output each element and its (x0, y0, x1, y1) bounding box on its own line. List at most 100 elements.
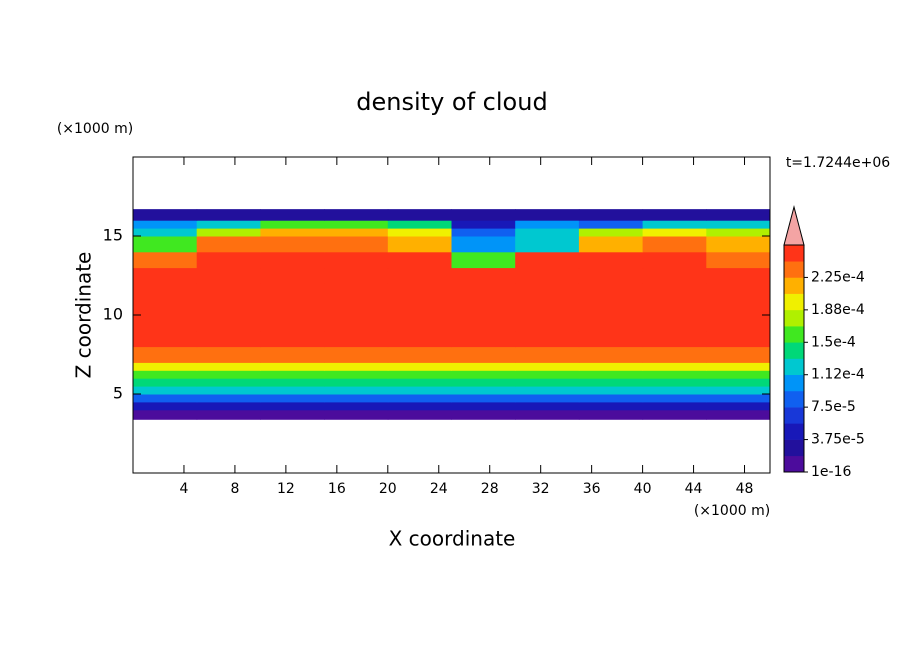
x-axis-label: X coordinate (389, 527, 516, 551)
field-cell (706, 283, 771, 332)
field-cell (642, 394, 707, 403)
y-tick-label: 15 (103, 226, 123, 245)
field-cell (260, 209, 325, 221)
field-cell (515, 330, 580, 348)
field-cell (642, 386, 707, 395)
field-cell (196, 409, 261, 420)
colorbar-band (784, 309, 804, 327)
field-cell (642, 378, 707, 387)
colorbar-tick-label: 7.5e-5 (811, 399, 856, 415)
field-cell (706, 251, 771, 269)
field-cell (324, 346, 389, 363)
field-cell (451, 267, 516, 284)
field-cell (260, 386, 325, 395)
field-cell (706, 394, 771, 403)
field-cell (260, 236, 325, 253)
field-cell (642, 409, 707, 420)
field-cell (451, 251, 516, 269)
field-cell (387, 346, 452, 363)
colorbar-band (784, 261, 804, 278)
y-tick-label: 5 (113, 384, 123, 403)
field-cell (133, 386, 198, 395)
field-cell (515, 236, 580, 253)
colorbar-frame (783, 244, 805, 473)
x-tick-label: 20 (379, 481, 397, 497)
field-cell (515, 251, 580, 269)
field-cell (196, 236, 261, 253)
field-cell (196, 220, 261, 229)
field-cell (706, 220, 771, 229)
field-cell (260, 220, 325, 229)
field-cell (196, 394, 261, 403)
field-cell (706, 370, 771, 379)
field-cell (133, 236, 198, 253)
field-cell (578, 394, 644, 403)
x-tick-label: 8 (230, 481, 239, 497)
x-tick-label: 4 (179, 481, 188, 497)
colorbar-tick-label: 1.12e-4 (811, 367, 865, 383)
colorbar-extend (783, 205, 805, 246)
field-cell (324, 236, 389, 253)
field-cell (706, 267, 771, 284)
colorbar-band (784, 245, 804, 262)
field-cell (642, 267, 707, 284)
field-cell (642, 220, 707, 229)
field-cell (387, 228, 452, 237)
field-cell (451, 330, 516, 348)
colorbar-tick-label: 1.5e-4 (811, 334, 856, 350)
field-cell (196, 228, 261, 237)
field-cell (260, 330, 325, 348)
field-cell (578, 283, 644, 332)
field-cell (642, 228, 707, 237)
field-cell (578, 330, 644, 348)
field-cell (642, 346, 707, 363)
field-cell (133, 220, 198, 229)
field-cell (642, 362, 707, 371)
field-cell (133, 330, 198, 348)
field-cell (515, 394, 580, 403)
field-cell (706, 378, 771, 387)
field-cell (196, 330, 261, 348)
field-cell (324, 409, 389, 420)
field-cell (324, 401, 389, 411)
field-cell (133, 209, 198, 221)
field-cell (387, 251, 452, 269)
x-tick-label: 32 (532, 481, 550, 497)
colorbar-band (784, 358, 804, 376)
field-cell (387, 267, 452, 284)
field-cell (387, 401, 452, 411)
field-cell (133, 283, 198, 332)
field-cell (515, 378, 580, 387)
field-cell (642, 209, 707, 221)
x-tick-label: 16 (328, 481, 346, 497)
field-cell (260, 251, 325, 269)
field-cell (196, 386, 261, 395)
field-cell (260, 370, 325, 379)
colorbar-band (784, 277, 804, 294)
colorbar-tick-label: 1.88e-4 (811, 302, 865, 318)
chart-title: density of cloud (356, 88, 547, 116)
field-cell (196, 378, 261, 387)
field-cell (451, 209, 516, 221)
field-cell (324, 378, 389, 387)
field-cell (706, 409, 771, 420)
field-cell (578, 370, 644, 379)
field-cell (133, 401, 198, 411)
y-unit: (×1000 m) (57, 121, 133, 137)
field-cell (324, 394, 389, 403)
field-cell (642, 236, 707, 253)
field-cell (451, 401, 516, 411)
field-cell (133, 251, 198, 269)
field-cell (387, 378, 452, 387)
x-tick-label: 36 (583, 481, 601, 497)
field-cell (133, 370, 198, 379)
colorbar-band (784, 293, 804, 311)
field-cell (578, 386, 644, 395)
field-cell (451, 409, 516, 420)
field-cell (578, 220, 644, 229)
field-cell (706, 228, 771, 237)
field-cell (515, 209, 580, 221)
field-cell (515, 267, 580, 284)
field-cell (133, 409, 198, 420)
